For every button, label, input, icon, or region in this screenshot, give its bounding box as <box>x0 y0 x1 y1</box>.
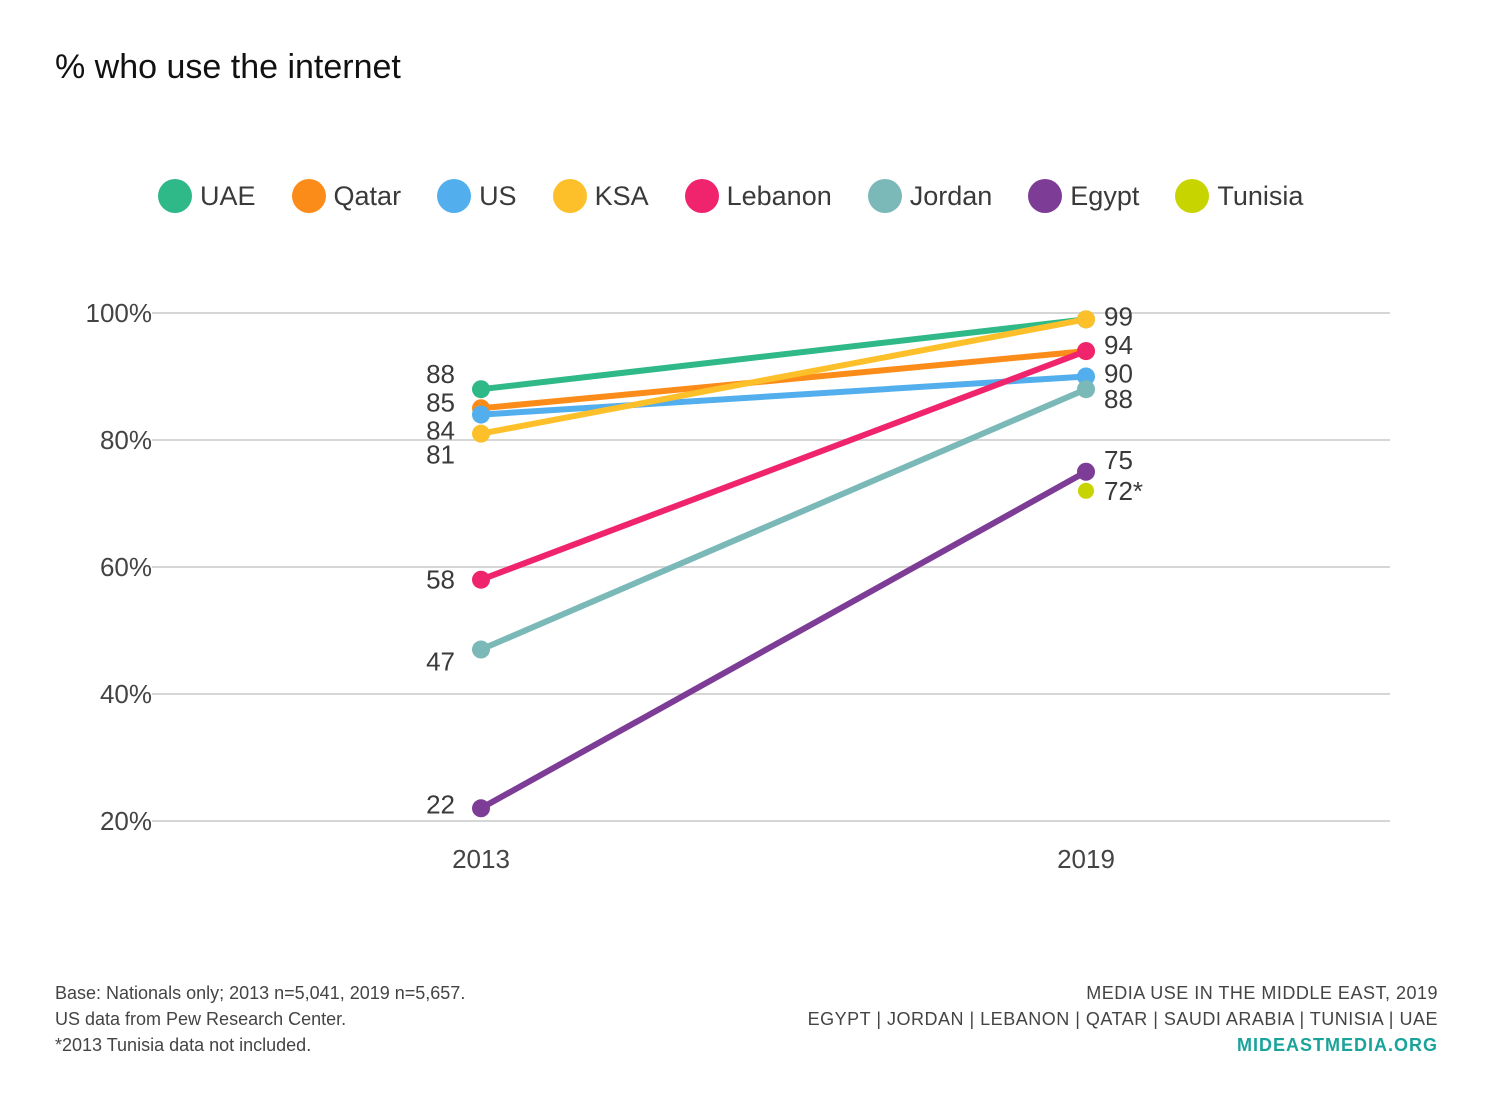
legend-item-jordan: Jordan <box>867 179 993 213</box>
legend-label: Jordan <box>909 180 993 211</box>
series-line-us <box>478 373 1089 418</box>
data-label-egypt-2019: 75 <box>1104 445 1133 475</box>
point-us-2019 <box>1077 367 1095 386</box>
footer-note: *2013 Tunisia data not included. <box>55 1035 312 1055</box>
legend-swatch <box>684 179 719 213</box>
point-egypt-2019 <box>1077 462 1095 481</box>
series-points <box>472 310 1095 818</box>
series-line-uae <box>478 316 1089 393</box>
legend-item-qatar: Qatar <box>291 179 402 213</box>
data-label-jordan-2019: 88 <box>1104 384 1133 414</box>
legend-label: KSA <box>594 180 649 211</box>
y-tick-label: 60% <box>100 552 152 582</box>
legend-label: Lebanon <box>726 180 832 211</box>
data-label-lebanon-2019: 94 <box>1104 330 1133 360</box>
data-label-egypt-2013: 22 <box>426 789 455 819</box>
legend-item-tunisia: Tunisia <box>1175 179 1303 213</box>
series-line-lebanon <box>478 348 1089 583</box>
legend-label: Qatar <box>333 180 402 211</box>
point-ksa-2019 <box>1077 310 1095 329</box>
chart-title: % who use the internet <box>55 48 401 86</box>
source-title: MEDIA USE IN THE MIDDLE EAST, 2019 <box>1086 983 1438 1003</box>
legend-label: Egypt <box>1070 180 1140 211</box>
point-uae-2013 <box>472 380 490 399</box>
data-label-jordan-2013: 47 <box>426 647 455 677</box>
series-line-egypt <box>478 468 1089 812</box>
data-label-us-2019: 90 <box>1104 359 1133 389</box>
y-axis-ticks: 100% 80% 60% 40% 20% <box>86 298 153 836</box>
legend-item-ksa: KSA <box>552 179 649 213</box>
point-lebanon-2019 <box>1077 342 1095 361</box>
chart-legend: UAE Qatar US KSA Lebanon Jordan Egypt Tunisia <box>158 176 1339 216</box>
series-lines <box>478 316 1089 812</box>
legend-swatch <box>291 179 326 213</box>
footer-note: Base: Nationals only; 2013 n=5,041, 2019… <box>55 983 466 1003</box>
y-tick-label: 100% <box>86 298 153 328</box>
y-tick-label: 80% <box>100 425 152 455</box>
legend-swatch <box>158 179 192 213</box>
footer-source: MEDIA USE IN THE MIDDLE EAST, 2019 EGYPT… <box>808 980 1438 1058</box>
legend-item-egypt: Egypt <box>1028 179 1139 213</box>
footer-notes: Base: Nationals only; 2013 n=5,041, 2019… <box>55 980 465 1058</box>
legend-swatch <box>437 179 472 213</box>
point-ksa-2013 <box>472 424 490 443</box>
data-label-uae-2013: 88 <box>426 359 455 389</box>
legend-swatch <box>1028 179 1063 213</box>
data-label-lebanon-2013: 58 <box>426 565 455 595</box>
point-egypt-2013 <box>472 799 490 818</box>
legend-swatch <box>1175 179 1210 213</box>
legend-swatch <box>552 179 587 213</box>
series-line-ksa <box>478 316 1089 437</box>
footer-note: US data from Pew Research Center. <box>55 1009 347 1029</box>
y-tick-label: 40% <box>100 679 152 709</box>
legend-label: UAE <box>200 180 256 211</box>
legend-swatch <box>867 179 902 213</box>
data-label-ksa-2019: 99 <box>1104 301 1133 331</box>
data-label-tunisia-2019: 72* <box>1104 476 1143 506</box>
legend-item-us: US <box>437 179 517 213</box>
point-lebanon-2013 <box>472 570 490 589</box>
series-line-jordan <box>478 386 1089 653</box>
legend-item-uae: UAE <box>158 179 256 213</box>
data-label-qatar-2013: 85 <box>426 387 455 417</box>
x-axis-ticks: 2013 2019 <box>452 844 1115 874</box>
x-tick-label: 2019 <box>1057 844 1115 874</box>
series-line-qatar <box>478 348 1089 412</box>
legend-label: Tunisia <box>1217 180 1304 211</box>
legend-item-lebanon: Lebanon <box>684 179 832 213</box>
source-countries: EGYPT | JORDAN | LEBANON | QATAR | SAUDI… <box>807 1009 1438 1029</box>
point-tunisia-2019 <box>1078 482 1094 499</box>
legend-label: US <box>479 180 517 211</box>
x-tick-label: 2013 <box>452 844 510 874</box>
data-label-us-2013: 84 <box>426 416 455 446</box>
gridlines <box>152 312 1390 822</box>
point-jordan-2013 <box>472 640 490 659</box>
y-tick-label: 20% <box>100 806 152 836</box>
source-site-link[interactable]: MIDEASTMEDIA.ORG <box>1236 1035 1438 1055</box>
data-label-ksa-2013: 81 <box>426 440 455 470</box>
point-us-2013 <box>472 405 490 424</box>
point-jordan-2019 <box>1077 380 1095 399</box>
